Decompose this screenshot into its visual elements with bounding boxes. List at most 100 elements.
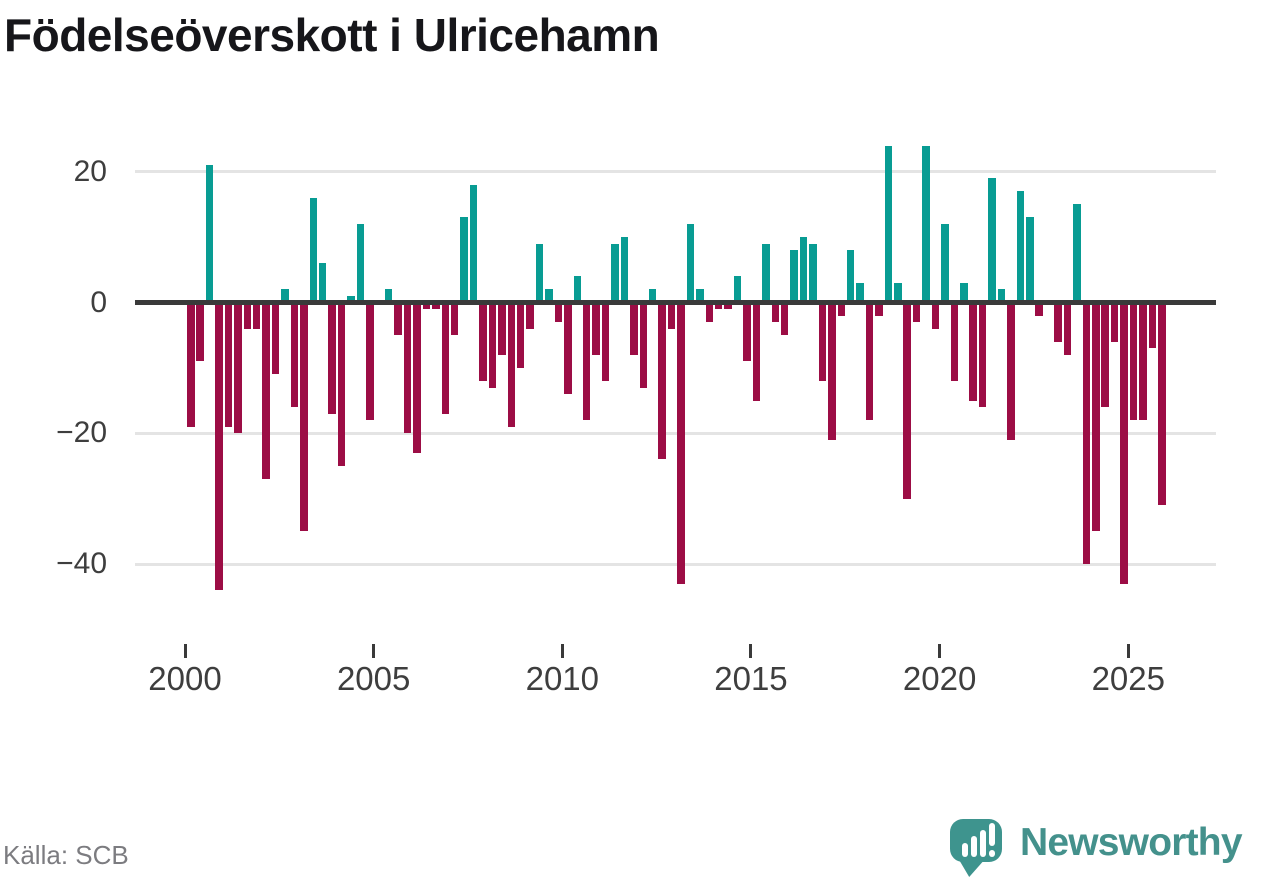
x-tick-label-2025: 2025: [1091, 660, 1165, 697]
bar-2024-q2: [1101, 302, 1109, 408]
logo-mini-bar-2: [971, 836, 977, 857]
newsworthy-logo: Newsworthy: [948, 812, 1262, 879]
bar-2017-q2: [837, 302, 845, 316]
bar-2010-q4: [592, 302, 600, 355]
bar-2005-q4: [403, 302, 412, 434]
x-tick-label-2010: 2010: [525, 660, 600, 697]
bar-2010-q1: [564, 302, 572, 395]
bar-2012-q4: [667, 302, 676, 329]
bar-2010-q2: [573, 276, 582, 303]
bar-2001-q4: [252, 302, 261, 329]
birth-surplus-bar-chart: 20 0 −20 −40 2000 2005 2010 2015 2020 2025: [56, 145, 1216, 697]
bar-2002-q2: [271, 302, 280, 375]
bar-2006-q3: [432, 302, 440, 310]
bar-2025-q4: [1158, 302, 1166, 506]
page-title: Födelseöverskott i Ulricehamn: [4, 9, 660, 61]
bar-2019-q2: [912, 302, 921, 323]
bar-2022-q3: [1035, 302, 1043, 316]
bar-2014-q4: [743, 302, 751, 362]
newsworthy-logo-tail: [958, 858, 986, 877]
bar-2020-q3: [960, 282, 968, 303]
x-tick-label-2015: 2015: [714, 660, 788, 697]
bar-2012-q3: [658, 302, 666, 460]
bar-2007-q3: [469, 184, 478, 303]
x-tick-mark-2010: [560, 644, 564, 658]
bar-2012-q1: [639, 302, 648, 388]
bar-2003-q1: [300, 302, 308, 532]
bar-2019-q3: [922, 145, 930, 303]
bar-2014-q3: [733, 276, 742, 303]
bar-2005-q2: [384, 289, 393, 303]
bar-2006-q1: [413, 302, 421, 453]
bar-2002-q3: [281, 289, 289, 303]
bar-2013-q4: [705, 302, 714, 323]
x-tick-mark-2015: [749, 644, 753, 658]
bar-2008-q4: [516, 302, 525, 368]
bar-2015-q2: [762, 243, 770, 303]
y-tick-label-20: 20: [73, 154, 107, 188]
bar-2024-q4: [1120, 302, 1128, 584]
source-label: Källa: SCB: [3, 840, 129, 870]
bar-2008-q2: [498, 302, 506, 355]
bar-2016-q2: [799, 237, 808, 303]
bar-2010-q3: [582, 302, 591, 421]
bar-2013-q2: [686, 224, 695, 303]
bar-2015-q3: [771, 302, 779, 323]
y-tick-label--40: −40: [56, 547, 107, 581]
bar-2002-q4: [290, 302, 299, 408]
bar-2006-q2: [422, 302, 431, 310]
bar-2003-q4: [328, 302, 336, 414]
bar-2003-q2: [309, 197, 318, 303]
bar-2009-q3: [545, 289, 553, 303]
bar-2004-q4: [366, 302, 374, 421]
gridline--40: [135, 562, 1216, 566]
bar-2013-q3: [696, 289, 704, 303]
bar-2009-q4: [554, 302, 563, 323]
bar-2011-q1: [601, 302, 610, 381]
bar-2015-q1: [752, 302, 761, 401]
x-tick-mark-2005: [372, 644, 376, 658]
y-tick-label-0: 0: [90, 285, 107, 319]
bar-2017-q4: [856, 282, 864, 303]
bar-2007-q1: [450, 302, 459, 336]
x-tick-mark-2020: [938, 644, 942, 658]
bar-2000-q2: [196, 302, 204, 362]
bar-2016-q4: [818, 302, 827, 381]
bar-2024-q3: [1110, 302, 1119, 342]
bar-2001-q1: [224, 302, 233, 427]
bar-2011-q3: [620, 237, 629, 303]
bar-2023-q2: [1063, 302, 1072, 355]
bar-2007-q4: [479, 302, 487, 381]
bar-2018-q1: [865, 302, 874, 421]
bar-2025-q2: [1139, 302, 1147, 421]
bar-2023-q1: [1054, 302, 1062, 342]
bar-2004-q3: [356, 224, 365, 303]
bar-2018-q3: [884, 145, 893, 303]
bar-2007-q2: [460, 217, 468, 303]
bar-2000-q1: [187, 302, 195, 427]
x-tick-label-2020: 2020: [902, 660, 977, 697]
bar-2009-q2: [535, 243, 544, 303]
x-tick-mark-2025: [1126, 644, 1130, 658]
bar-2015-q4: [780, 302, 789, 336]
bar-2001-q2: [234, 302, 242, 434]
bar-2004-q1: [337, 302, 346, 466]
gridline-20: [135, 170, 1216, 174]
x-tick-label-2005: 2005: [336, 660, 411, 697]
bar-2013-q1: [677, 302, 685, 584]
bar-2016-q1: [790, 250, 798, 303]
bar-2023-q4: [1082, 302, 1091, 565]
bar-2012-q2: [648, 289, 657, 303]
bar-2017-q1: [828, 302, 836, 440]
x-tick-mark-2000: [183, 644, 187, 658]
bar-2016-q3: [809, 243, 817, 303]
bar-2004-q2: [347, 295, 355, 303]
logo-exclamation-bar: [989, 823, 995, 846]
bar-2024-q1: [1092, 302, 1100, 532]
bar-2020-q4: [969, 302, 977, 401]
bar-2014-q1: [714, 302, 723, 310]
x-tick-label-2000: 2000: [148, 660, 222, 697]
x-axis-zero-line: [135, 300, 1216, 305]
bar-2003-q3: [318, 263, 327, 303]
